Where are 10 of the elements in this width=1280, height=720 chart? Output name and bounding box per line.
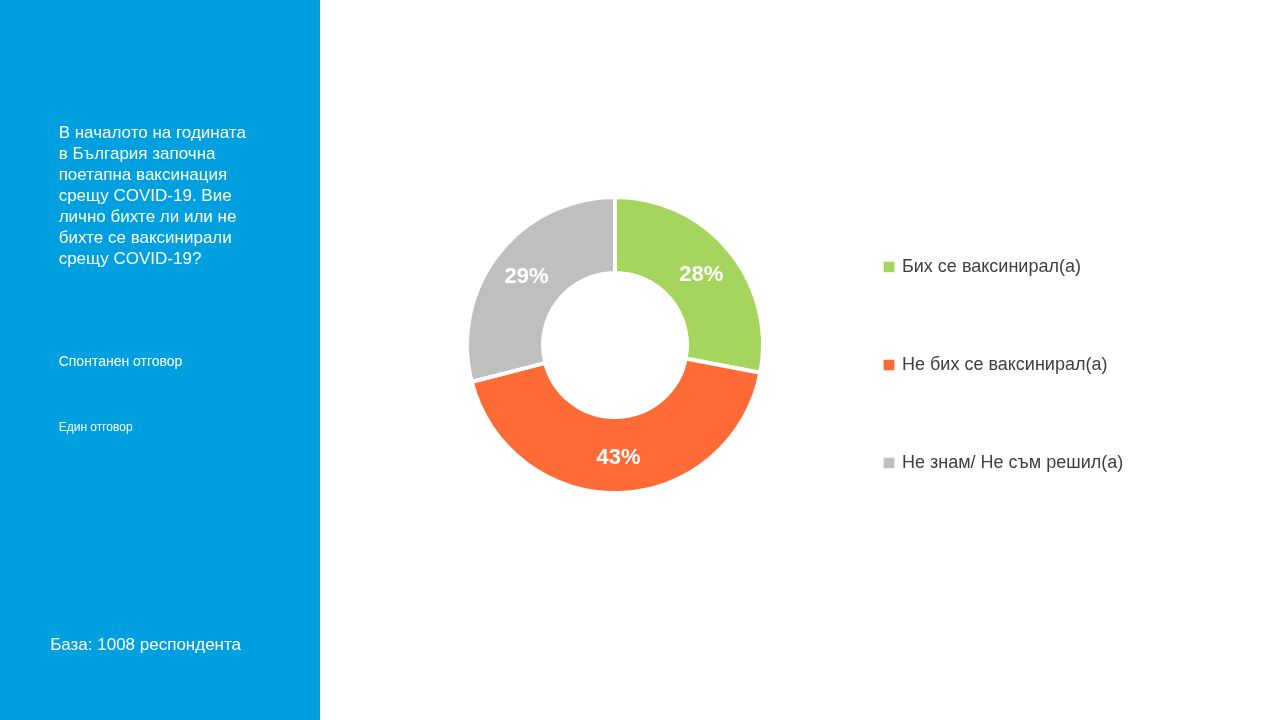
data-label: 28% [679,260,724,286]
legend-label: Не знам/ Не съм решил(а) [902,452,1124,472]
text: Спонтанен отговор [58,353,183,369]
text: База: 1008 респондента [50,635,242,654]
legend-label: Не бих се ваксинирал(а) [902,354,1108,374]
legend-label: Бих се ваксинирал(а) [902,256,1081,276]
text: Един отговор [58,420,133,434]
data-label: 29% [504,263,549,289]
data-label: 43% [596,443,641,469]
text: В началото на годината в България започна поетапна ваксинация срещу COVID-19. Вие лично бихте ли или не бихте се ваксинирали срещу COVID-19? [58,123,247,268]
